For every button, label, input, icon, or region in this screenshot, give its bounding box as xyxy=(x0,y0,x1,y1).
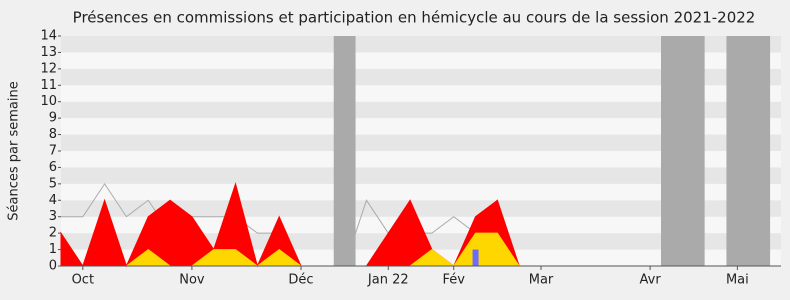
y-tick-label: 2 xyxy=(49,226,57,241)
x-tick-label: Déc xyxy=(288,273,313,288)
x-tick-label: Nov xyxy=(179,273,205,288)
x-tick-label: Mai xyxy=(726,273,749,288)
x-tick-label: Jan 22 xyxy=(367,273,409,288)
vacation-band xyxy=(726,36,771,266)
y-tick-label: 3 xyxy=(49,209,57,224)
grid-band xyxy=(61,118,781,135)
grid-band xyxy=(61,101,781,119)
y-tick-label: 0 xyxy=(49,259,57,274)
y-tick-label: 4 xyxy=(49,193,57,208)
bar xyxy=(472,249,479,266)
y-tick-label: 11 xyxy=(40,78,57,93)
y-tick-label: 9 xyxy=(49,111,57,126)
grid-band xyxy=(61,68,781,86)
y-tick-label: 7 xyxy=(49,144,57,159)
grid-band xyxy=(61,183,781,201)
y-tick-label: 10 xyxy=(40,94,57,109)
grid-band xyxy=(61,167,781,184)
y-tick-label: 8 xyxy=(49,127,57,142)
vacation-band xyxy=(661,36,705,266)
grid-band xyxy=(61,85,781,102)
x-tick-label: Avr xyxy=(640,273,662,288)
grid-band xyxy=(61,36,781,53)
x-tick-label: Mar xyxy=(529,273,554,288)
x-tick-label: Oct xyxy=(72,273,94,288)
grid-band xyxy=(61,151,781,168)
x-tick-label: Fév xyxy=(442,273,465,288)
grid-band xyxy=(61,52,781,69)
y-tick-label: 12 xyxy=(40,61,57,76)
chart-title: Présences en commissions et participatio… xyxy=(73,9,756,27)
y-tick-label: 5 xyxy=(49,176,57,191)
grid-band xyxy=(61,134,781,151)
y-tick-label: 14 xyxy=(40,29,57,44)
y-tick-label: 6 xyxy=(49,160,57,175)
y-tick-label: 13 xyxy=(40,45,57,60)
y-tick-label: 1 xyxy=(49,242,57,257)
y-axis-label: Séances par semaine xyxy=(7,81,22,220)
vacation-band xyxy=(333,36,356,266)
